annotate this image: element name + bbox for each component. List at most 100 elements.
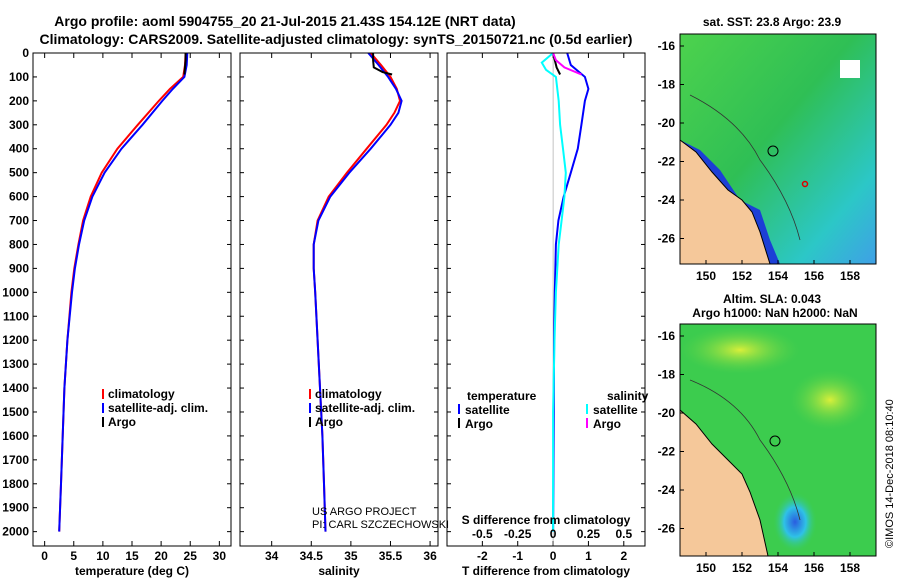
map-lat-label: -20 <box>658 116 676 130</box>
x-tick-label: 0 <box>550 549 557 563</box>
sla-high-anomaly-patch <box>680 326 800 374</box>
x-tick-label: 1 <box>585 549 592 563</box>
map-lat-label: -26 <box>658 232 676 246</box>
difference-panel: -2 -1 0 1 2T difference from climatology -0.5… <box>446 52 649 578</box>
watermark-line1: US ARGO PROJECT <box>312 506 417 518</box>
x-axis-label: T difference from climatology <box>462 564 630 578</box>
legend-entry: Argo <box>593 417 621 431</box>
depth-tick-label: 200 <box>9 94 29 108</box>
depth-tick-label: 300 <box>9 118 29 132</box>
depth-tick-label: 100 <box>9 70 29 84</box>
x-tick-label: 20 <box>154 549 168 563</box>
map-lat-label: -18 <box>658 368 676 382</box>
map-lat-label: -16 <box>658 329 676 343</box>
map-lon-label: 154 <box>768 269 788 283</box>
sst-map-ticks: -16 -18 -20 -22 -24 -26 150 152 154 156 158 <box>658 39 861 283</box>
map-lon-label: 150 <box>696 561 716 575</box>
map-lat-label: -26 <box>658 522 676 536</box>
map-lat-label: -22 <box>658 445 676 459</box>
depth-tick-label: 1500 <box>2 405 29 419</box>
legend-entry: satellite <box>593 403 638 417</box>
x-tick-label: 34 <box>265 549 279 563</box>
depth-tick-label: 0 <box>22 46 29 60</box>
map-lon-label: 158 <box>840 561 860 575</box>
sal-diff-line-argo <box>552 52 582 76</box>
depth-tick-label: 700 <box>9 214 29 228</box>
depth-tick-label: 800 <box>9 237 29 251</box>
map-lon-label: 158 <box>840 269 860 283</box>
watermark-line2: PI: CARL SZCZECHOWSKI <box>312 519 449 531</box>
sst-map: -16 -18 -20 -22 -24 -26 150 152 154 156 158 <box>658 33 877 283</box>
map-lon-label: 152 <box>732 269 752 283</box>
depth-tick-label: 1300 <box>2 357 29 371</box>
x-tick-label: 15 <box>125 549 139 563</box>
sal-diff-tick-label: -0.25 <box>504 527 532 541</box>
sla-map-title-line2: Argo h1000: NaN h2000: NaN <box>692 306 857 320</box>
depth-tick-label: 600 <box>9 190 29 204</box>
legend-entry: Argo <box>315 415 343 429</box>
x-axis-label: salinity <box>318 564 360 578</box>
map-lat-label: -24 <box>658 483 676 497</box>
map-lat-label: -20 <box>658 406 676 420</box>
sal-diff-tick-label: 0 <box>550 527 557 541</box>
sal-diff-tick-label: -0.5 <box>472 527 493 541</box>
x-tick-label: 35.5 <box>379 549 403 563</box>
series-line-climatology <box>312 52 402 532</box>
series-line-argo <box>183 53 187 75</box>
argo-location-marker-sst <box>801 180 809 188</box>
map-lat-label: -22 <box>658 155 676 169</box>
sla-low-anomaly-eddy <box>773 492 817 552</box>
sal-diff-line-satellite <box>540 52 567 532</box>
x-tick-label: -2 <box>477 549 488 563</box>
depth-axis: 0 100 200 300 400 500 600 700 800 900 1000 1100 1200… <box>2 46 29 539</box>
legend-entry: climatology <box>108 387 175 401</box>
legend-entry: satellite-adj. clim. <box>315 401 415 415</box>
sla-high-anomaly-patch-east <box>790 370 870 430</box>
series-line-climatology <box>58 52 187 532</box>
figure-title-line2: Climatology: CARS2009. Satellite-adjuste… <box>40 31 633 47</box>
x-tick-label: 25 <box>184 549 198 563</box>
legend-entry: Argo <box>465 417 493 431</box>
series-line-satellite-adj-clim- <box>312 52 403 532</box>
x-tick-label: -1 <box>512 549 523 563</box>
panel-frame <box>239 52 439 547</box>
depth-tick-label: 500 <box>9 166 29 180</box>
sal-legend-title: salinity <box>607 389 649 403</box>
sla-reef-marker <box>769 435 781 447</box>
depth-tick-label: 1200 <box>2 333 29 347</box>
depth-tick-label: 1000 <box>2 285 29 299</box>
map-lon-label: 150 <box>696 269 716 283</box>
depth-tick-label: 1900 <box>2 501 29 515</box>
x-tick-label: 34.5 <box>300 549 324 563</box>
sla-map: -16 -18 -20 -22 -24 -26 150 152 154 156 158 <box>658 323 877 575</box>
depth-tick-label: 1700 <box>2 453 29 467</box>
x-axis-label: temperature (deg C) <box>75 564 189 578</box>
x-tick-label: 35 <box>344 549 358 563</box>
salinity-panel: 34 34.5 35 35.5 36 salinity climatologysatelli… <box>239 52 439 578</box>
depth-tick-label: 900 <box>9 261 29 275</box>
x-tick-label: 0 <box>41 549 48 563</box>
map-lat-label: -16 <box>658 39 676 53</box>
legend-entry: climatology <box>315 387 382 401</box>
map-lon-label: 156 <box>804 269 824 283</box>
depth-tick-label: 1600 <box>2 429 29 443</box>
series-line-argo <box>372 53 393 76</box>
map-lon-label: 154 <box>768 561 788 575</box>
depth-tick-label: 2000 <box>2 525 29 539</box>
sla-map-title-line1: Altim. SLA: 0.043 <box>723 292 821 306</box>
sal-diff-axis-label: S difference from climatology <box>462 513 631 527</box>
map-lat-label: -24 <box>658 193 676 207</box>
panel-frame <box>446 52 646 547</box>
sst-missing-data-patch <box>840 60 860 78</box>
x-tick-label: 36 <box>423 549 437 563</box>
map-lon-label: 152 <box>732 561 752 575</box>
legend-entry: satellite <box>465 403 510 417</box>
sst-reef-marker <box>767 145 779 157</box>
x-tick-label: 2 <box>620 549 627 563</box>
sla-bathymetry-contour <box>689 379 801 521</box>
imos-side-stamp: ©IMOS 14-Dec-2018 08:10:40 <box>884 399 896 548</box>
x-tick-label: 10 <box>96 549 110 563</box>
temperature-panel: 0 5 10 15 20 25 30 temperature (deg C) climatolo… <box>32 52 232 578</box>
series-line-satellite-adj-clim- <box>58 52 189 532</box>
